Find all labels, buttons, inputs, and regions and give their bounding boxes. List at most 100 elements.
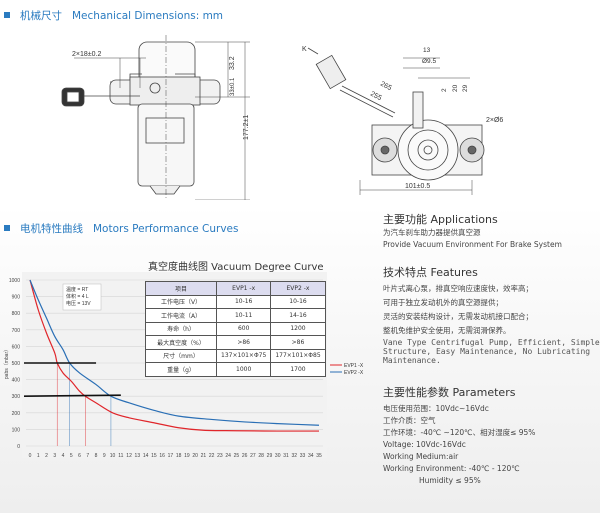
x-tick-label: 1 [37,453,40,459]
parameter-line: Humidity ≤ 95% [419,476,481,485]
bullet-square-icon [4,12,10,18]
y-tick-label: 600 [12,344,21,350]
series-line-evp2-x [29,279,320,426]
parameter-line: Working Medium:air [383,452,459,461]
table-cell: 工作电压（V） [145,294,217,309]
parameters-title: 主要性能参数 Parameters [383,386,516,399]
legend-label: EVP1 -X [344,363,364,369]
reference-horizontal-line [23,394,121,397]
x-tick-label: 15 [151,453,157,459]
x-tick-label: 17 [168,453,174,459]
table-cell: 137×101×Φ75 [215,348,272,363]
y-tick-label: 700 [12,328,21,334]
y-tick-label: 1000 [9,278,20,284]
features-title: 技术特点 Features [383,266,478,279]
dim-cable-265: 265 [379,81,393,93]
view-label-k: K [302,46,307,53]
table-cell: 177×101×Φ85 [270,348,326,363]
x-tick-label: 34 [308,453,314,459]
y-tick-label: 500 [12,361,21,367]
dim-holes: 2×Ø6 [486,117,503,124]
dim-20: 20 [452,84,459,92]
x-tick-label: 13 [135,453,141,459]
dim-cable-255: 255 [369,91,383,103]
top-view-drawing: K 101±0.5 2×Ø6 13 Ø9.5 20 29 2 265 255 [302,46,503,195]
pump-housing [397,119,459,181]
y-tick-label: 900 [12,295,21,301]
y-tick-label: 200 [12,411,21,417]
x-tick-label: 26 [242,453,248,459]
feature-en-line: Maintenance. [383,356,441,365]
x-tick-label: 19 [184,453,190,459]
table-row: 重量（g） 1000 1700 [145,362,326,377]
y-axis-label: pabs（mbar） [4,347,10,379]
table-cell: 600 [215,321,272,336]
dim-13: 13 [423,47,431,54]
series-line-evp1-x [29,279,320,432]
table-cell: 1200 [270,321,326,336]
bullet-square-icon [4,225,10,231]
x-tick-label: 11 [118,453,123,459]
parameter-line: 工作环境：-40℃ ~120℃、相对湿度≤ 95% [383,428,536,437]
dim-height: 177.2±1 [243,115,250,140]
x-tick-label: 30 [275,453,281,459]
x-tick-label: 32 [291,453,297,459]
table-row: 尺寸（mm） 137×101×Φ75 177×101×Φ85 [145,348,326,363]
table-header: EVP2 -x [270,281,326,296]
parameter-line: 电压使用范围：10Vdc~16Vdc [383,404,489,413]
y-tick-label: 300 [12,394,21,400]
table-cell: 重量（g） [145,362,217,377]
dim-top: 33.2 [229,56,236,70]
section-header-curves: 电机特性曲线 Motors Performance Curves [4,221,238,236]
x-tick-label: 8 [95,453,98,459]
table-row: 最大真空度（%） >86 >86 [145,335,326,350]
condition-text: 体积 = 4 L [66,293,89,300]
x-tick-label: 23 [217,453,223,459]
x-tick-label: 9 [103,453,106,459]
spec-table: 项目 EVP1 -x EVP2 -x 工作电压（V） 10-16 10-16 工作电… [145,281,326,377]
y-tick-label: 100 [12,427,21,433]
applications-en: Provide Vacuum Environment For Brake Sys… [383,240,562,249]
x-tick-label: 10 [110,453,116,459]
table-cell: >86 [270,335,326,350]
feature-en-line: Structure, Easy Maintenance, No Lubricat… [383,347,591,356]
table-cell: 最大真空度（%） [145,335,217,350]
x-tick-label: 0 [29,453,32,459]
x-tick-label: 28 [258,453,264,459]
x-tick-label: 12 [126,453,132,459]
table-header-row: 项目 EVP1 -x EVP2 -x [145,281,326,296]
table-cell: >86 [215,335,272,350]
table-cell: 10-11 [215,308,272,323]
condition-text: 温度 = RT [66,286,88,293]
x-tick-label: 16 [159,453,165,459]
dim-flange: 33±0.1 [230,77,236,96]
x-tick-label: 29 [267,453,273,459]
x-tick-label: 27 [250,453,256,459]
x-tick-label: 2 [45,453,48,459]
x-tick-label: 7 [86,453,89,459]
features-section: 技术特点 Features 叶片式离心泵，排真空响应速度快，效率高； 可用于独立… [383,264,600,365]
dim-mount-spacing: 2×18±0.2 [72,51,101,58]
applications-title: 主要功能 Applications [383,213,498,226]
table-header: 项目 [145,281,217,296]
x-tick-label: 20 [192,453,198,459]
table-cell: 10-16 [270,294,326,309]
parameter-line: 工作介质：空气 [383,416,436,425]
feature-item: 整机免维护安全使用，无需润滑保养。 [383,326,511,335]
table-cell: 寿命（h） [145,321,217,336]
table-cell: 14-16 [270,308,326,323]
table-row: 工作电流（A） 10-11 14-16 [145,308,326,323]
table-row: 工作电压（V） 10-16 10-16 [145,294,326,309]
y-tick-label: 400 [12,378,21,384]
table-cell: 1700 [270,362,326,377]
feature-en-line: Vane Type Centrifugal Pump, Efficient, S… [383,338,600,347]
section-header-mechanical: 机械尺寸 Mechanical Dimensions: mm [4,8,223,23]
x-tick-label: 5 [70,453,73,459]
x-tick-label: 6 [78,453,81,459]
x-tick-label: 21 [201,453,207,459]
feature-item: 叶片式离心泵，排真空响应速度快，效率高； [383,284,533,293]
dim-dia95: Ø9.5 [422,58,436,65]
applications-cn: 为汽车刹车助力器提供真空源 [383,228,481,237]
front-view-drawing: 2×18±0.2 33.2 33±0.1 177.2±1 [61,35,250,200]
